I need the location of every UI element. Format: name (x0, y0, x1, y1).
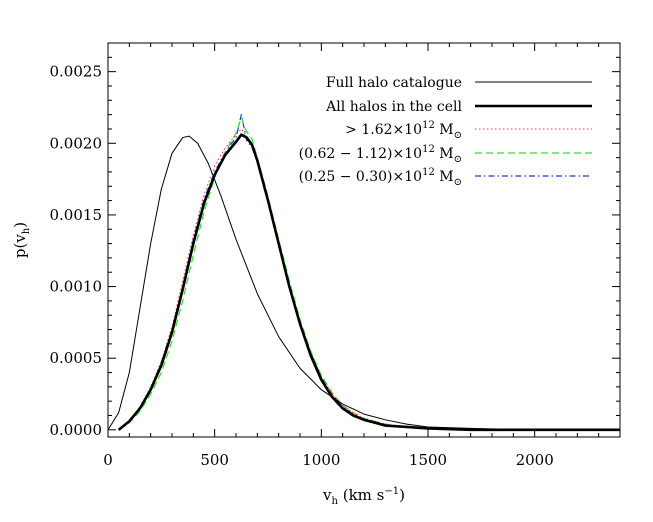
x-tick-label: 1500 (409, 451, 447, 469)
y-tick-label: 0.0010 (50, 278, 103, 296)
x-axis-label-sub: h (332, 496, 339, 507)
y-tick-label: 0.0015 (50, 206, 103, 224)
x-axis-label-rest: (km s (338, 486, 384, 504)
legend-label-4: (0.25 − 0.30)×1012 M⊙ (299, 167, 462, 188)
x-tick-label: 0 (103, 451, 113, 469)
y-axis-label-main: p(v (11, 234, 29, 258)
x-tick-label: 2000 (516, 451, 554, 469)
y-tick-label: 0.0000 (50, 421, 103, 439)
series-line-1 (117, 133, 620, 432)
legend-label-0: Full halo catalogue (326, 75, 462, 91)
y-tick-label: 0.0020 (50, 134, 103, 152)
legend-label-3: (0.62 − 1.12)×1012 M⊙ (299, 144, 462, 165)
x-axis-label-sup: −1 (384, 486, 399, 497)
axis-ticks: 0 500 1000 1500 2000 0.0000 0.0005 0.0010 0.0015… (50, 42, 621, 469)
series-line-0 (107, 135, 620, 431)
x-axis-label: vh (km s−1) (322, 486, 405, 507)
legend-label-2: > 1.62×1012 M⊙ (345, 120, 462, 141)
y-axis-label-close: ) (11, 222, 29, 228)
x-axis-label-close: ) (399, 486, 405, 504)
series-line-3 (118, 116, 620, 431)
legend: Full halo catalogue All halos in the cell… (299, 75, 592, 188)
x-axis-label-main: v (322, 486, 332, 504)
y-tick-label: 0.0005 (50, 349, 103, 367)
x-tick-label: 500 (200, 451, 229, 469)
y-tick-label: 0.0025 (50, 63, 103, 81)
y-axis-label-sub: h (21, 227, 32, 234)
y-axis-label: p(vh) (11, 222, 32, 258)
legend-label-1: All halos in the cell (325, 99, 462, 115)
series-lines (107, 114, 620, 432)
x-tick-label: 1000 (302, 451, 340, 469)
